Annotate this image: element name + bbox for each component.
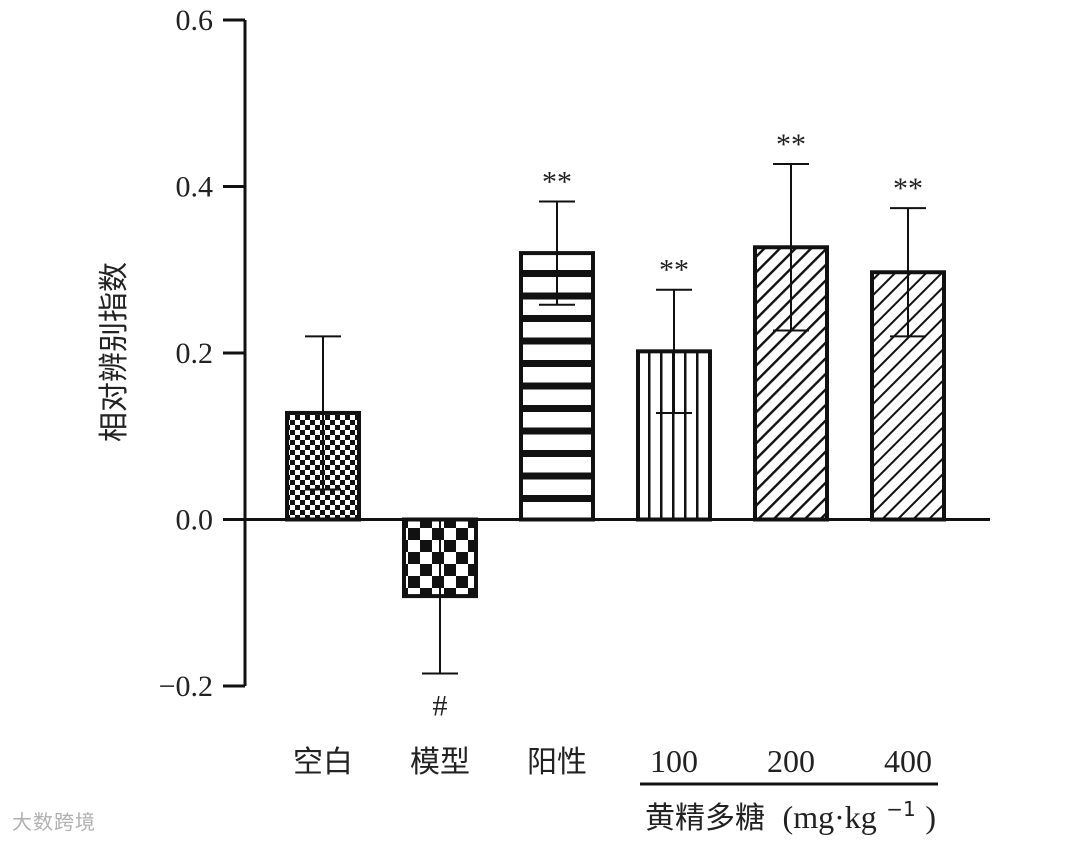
- y-tick-label: 0.0: [176, 504, 214, 537]
- x-group-name: 黄精多糖: [645, 801, 765, 836]
- y-axis-label: 相对辨别指数: [97, 262, 132, 442]
- x-category-label: 空白: [293, 745, 353, 780]
- x-group-unit: (mg·kg: [783, 799, 877, 835]
- y-tick-label: 0.2: [176, 337, 214, 370]
- x-category-label: 200: [767, 743, 815, 779]
- x-category-label: 400: [884, 743, 932, 779]
- error-bars: [305, 163, 926, 675]
- x-group-unit-close: ): [925, 799, 936, 835]
- x-group-unit-exponent: −1: [886, 797, 915, 821]
- significance-mark: **: [542, 165, 572, 198]
- watermark: 大数跨境: [12, 810, 96, 834]
- y-tick-label: 0.4: [176, 171, 214, 204]
- significance-mark: **: [776, 128, 806, 161]
- y-tick-label: 0.6: [176, 4, 214, 37]
- significance-annotations: # ** ** ** **: [433, 128, 924, 722]
- y-tick-label: −0.2: [159, 670, 213, 703]
- significance-mark: **: [659, 254, 689, 287]
- x-axis-categories: 空白 模型 阳性 100 200 400: [293, 743, 932, 780]
- x-category-label: 100: [650, 743, 698, 779]
- x-category-label: 模型: [410, 745, 470, 780]
- bars: [285, 245, 946, 599]
- x-group-label: 黄精多糖 (mg·kg −1 ): [645, 789, 936, 836]
- significance-mark: #: [433, 690, 448, 723]
- x-category-label: 阳性: [527, 745, 587, 780]
- y-axis-ticks: −0.2 0.0 0.2 0.4 0.6: [159, 4, 245, 703]
- significance-mark: **: [893, 172, 923, 205]
